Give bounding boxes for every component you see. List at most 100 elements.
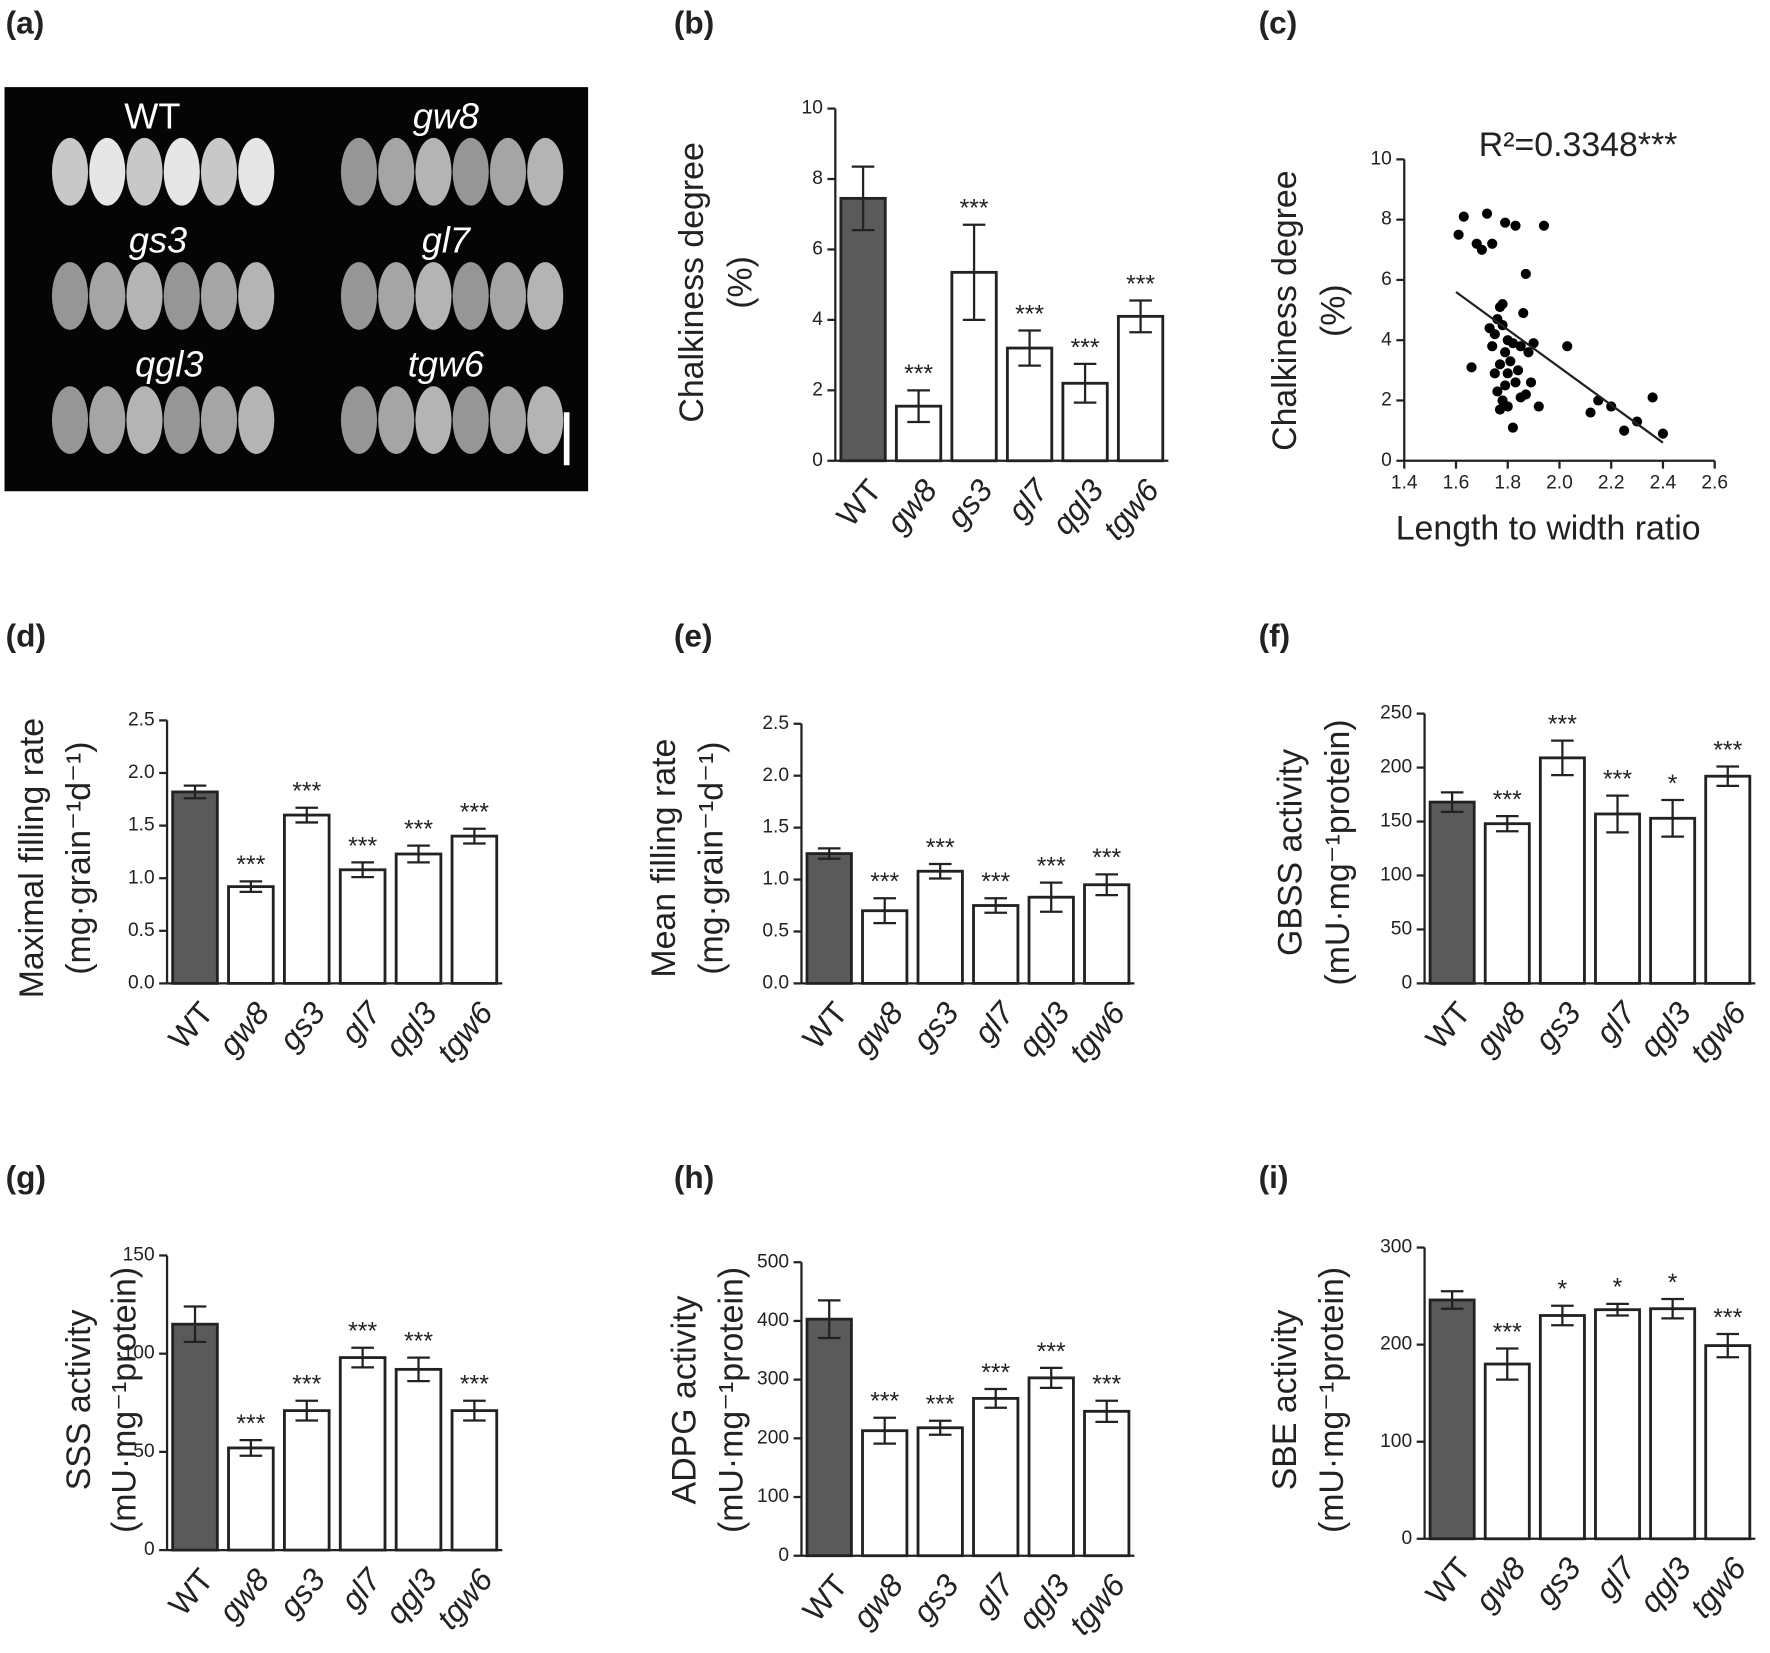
bar: [1649, 816, 1697, 985]
significance-label: ***: [926, 1392, 955, 1419]
x-tick-label: tgw6: [1095, 472, 1166, 547]
y-tick-label: 100: [757, 1486, 789, 1507]
y-tick-label: 50: [133, 1441, 154, 1462]
significance-label: ***: [1713, 1305, 1742, 1332]
bar: [394, 852, 443, 985]
point: [1538, 220, 1550, 231]
bar: [171, 1322, 219, 1552]
panel-label: (a): [6, 4, 45, 40]
grain: [51, 386, 89, 454]
point: [1453, 229, 1464, 240]
y-tick-label: 0: [1401, 1528, 1412, 1549]
y-tick-label: 50: [1391, 919, 1412, 940]
x-tick-label: gs3: [1527, 995, 1588, 1057]
x-tick-label: WT: [795, 995, 854, 1056]
y-axis-label: (mU·mg⁻¹protein): [1313, 1267, 1351, 1533]
grain: [378, 262, 415, 330]
grain: [452, 386, 489, 454]
significance-label: ***: [1713, 737, 1742, 764]
grain: [126, 137, 163, 206]
y-tick-label: 2.5: [128, 709, 155, 730]
grain: [489, 262, 527, 330]
grain: [163, 262, 200, 330]
point: [1505, 356, 1516, 367]
point: [1520, 389, 1531, 400]
x-tick-label: qgl3: [1632, 995, 1698, 1064]
bar: [171, 790, 219, 985]
y-tick-label: 0.5: [762, 921, 789, 942]
x-tick-label: gw8: [879, 472, 944, 540]
grain: [527, 386, 564, 454]
bar: [282, 813, 331, 985]
point: [1466, 362, 1477, 373]
grain: [452, 262, 489, 330]
y-tick-label: 0.0: [762, 972, 789, 993]
y-tick-label: 300: [757, 1369, 789, 1390]
y-axis-label: Maximal filling rate: [13, 718, 51, 998]
x-tick-label: 2.6: [1701, 472, 1728, 493]
x-tick-label: WT: [161, 1562, 220, 1623]
point: [1647, 392, 1658, 403]
y-tick-label: 250: [1380, 703, 1412, 724]
y-tick-label: 100: [1380, 1431, 1412, 1452]
significance-label: *: [1668, 771, 1678, 798]
y-tick-label: 0: [1381, 450, 1392, 471]
x-tick-label: 2.0: [1546, 472, 1573, 493]
y-axis-label: (mg·grain⁻¹d⁻¹): [60, 741, 98, 974]
x-tick-label: gs3: [905, 995, 966, 1057]
x-tick-label: 1.4: [1391, 472, 1418, 493]
point: [1476, 244, 1487, 255]
significance-label: ***: [870, 869, 899, 896]
x-tick-label: gw8: [845, 1567, 910, 1635]
x-tick-label: gw8: [1468, 1550, 1533, 1618]
bar: [1594, 812, 1641, 985]
grain: [527, 262, 564, 330]
y-tick-label: 300: [1380, 1237, 1412, 1258]
x-tick-label: tgw6: [1062, 995, 1133, 1070]
point: [1497, 298, 1508, 310]
point: [1619, 425, 1630, 436]
bar: [1027, 1376, 1075, 1558]
significance-label: ***: [926, 835, 955, 862]
point: [1513, 365, 1524, 376]
y-tick-label: 150: [123, 1245, 155, 1266]
bar: [1483, 822, 1531, 985]
y-tick-label: 2.0: [128, 762, 155, 783]
significance-label: ***: [460, 800, 489, 827]
bar: [805, 852, 853, 985]
y-tick-label: 10: [802, 98, 823, 119]
grain: [126, 386, 163, 454]
point: [1657, 428, 1669, 439]
grain: [238, 262, 275, 330]
x-tick-label: qgl3: [1011, 995, 1077, 1064]
point: [1515, 341, 1526, 352]
y-axis-label: ADPG activity: [665, 1295, 703, 1504]
y-tick-label: 0: [778, 1545, 789, 1566]
bar: [338, 1356, 387, 1552]
y-tick-label: 200: [1380, 757, 1412, 778]
grain: [163, 137, 200, 206]
y-tick-label: 4: [812, 309, 823, 330]
x-tick-label: gw8: [1468, 995, 1533, 1063]
x-tick-label: WT: [795, 1567, 854, 1628]
y-tick-label: 150: [1380, 811, 1412, 832]
significance-label: ***: [981, 869, 1010, 896]
y-axis-label: Chalkiness degree: [1266, 170, 1304, 450]
point: [1518, 307, 1529, 319]
significance-label: ***: [1015, 301, 1044, 328]
x-tick-label: WT: [1418, 1550, 1477, 1611]
y-axis-label: SSS activity: [60, 1310, 98, 1491]
bar: [1428, 800, 1476, 985]
bar: [1594, 1308, 1641, 1541]
trend-line: [1455, 291, 1664, 444]
point: [1500, 347, 1511, 358]
y-axis-label: (mU·mg⁻¹protein): [1319, 719, 1357, 985]
panel-label: (c): [1259, 4, 1298, 40]
significance-label: ***: [236, 1411, 265, 1438]
significance-label: ***: [1037, 1339, 1066, 1366]
panel-label: (d): [6, 617, 46, 653]
significance-label: ***: [460, 1372, 489, 1399]
y-tick-label: 0: [812, 450, 823, 471]
y-axis-label: (%): [1314, 284, 1352, 337]
point: [1585, 407, 1596, 418]
